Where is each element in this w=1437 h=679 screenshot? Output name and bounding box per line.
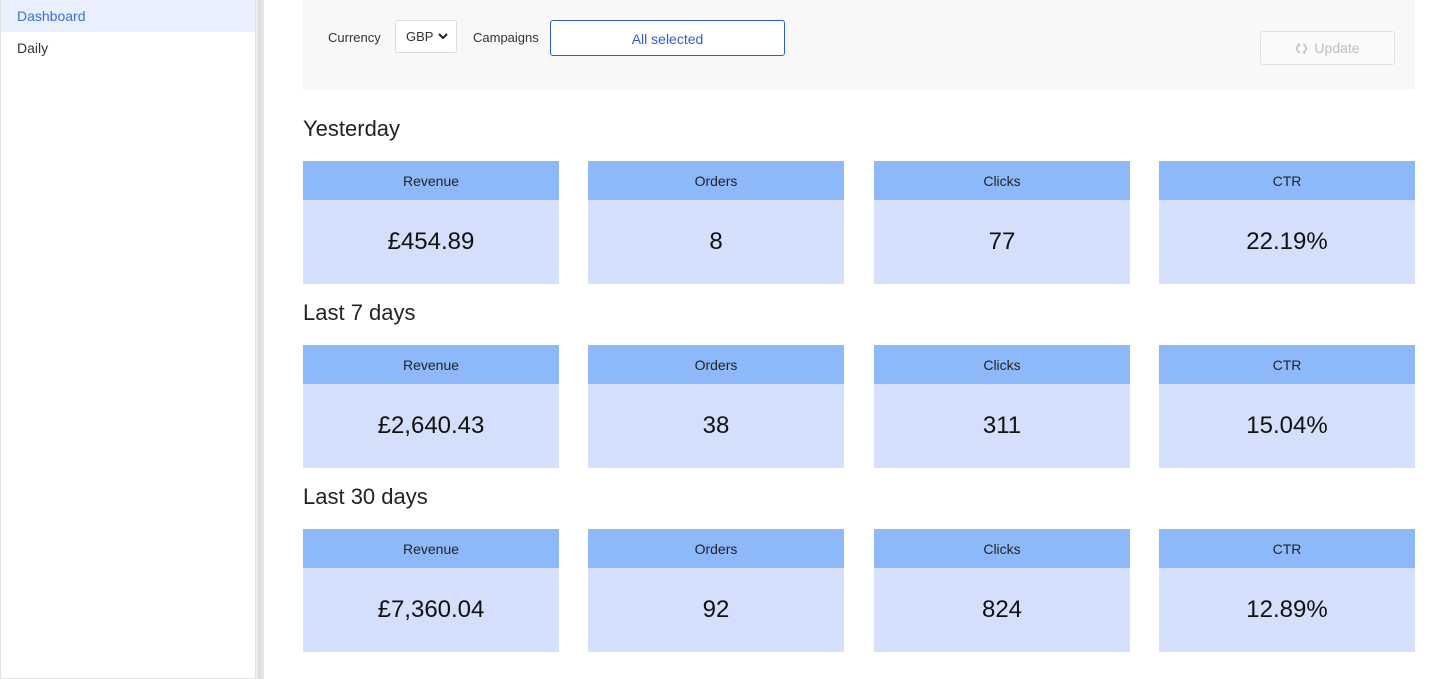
card-value: £2,640.43 bbox=[377, 412, 485, 439]
sidebar-item-dashboard[interactable]: Dashboard bbox=[1, 0, 255, 32]
metric-card-revenue: Revenue £2,640.43 bbox=[303, 345, 559, 468]
card-header: CTR bbox=[1159, 529, 1415, 568]
currency-value: GBP bbox=[406, 29, 434, 44]
filter-bar: Currency GBP Campaigns All selected Upda… bbox=[303, 0, 1415, 90]
sidebar-item-daily[interactable]: Daily bbox=[17, 40, 49, 56]
refresh-icon bbox=[1296, 42, 1308, 54]
card-value: 8 bbox=[709, 228, 723, 255]
chevron-down-icon bbox=[438, 33, 448, 40]
metric-card-orders: Orders 8 bbox=[588, 161, 844, 284]
card-header: Clicks bbox=[874, 161, 1130, 200]
card-value: 22.19% bbox=[1246, 228, 1328, 255]
card-header: Revenue bbox=[303, 161, 559, 200]
metric-card-revenue: Revenue £454.89 bbox=[303, 161, 559, 284]
card-header: Orders bbox=[588, 161, 844, 200]
metric-card-revenue: Revenue £7,360.04 bbox=[303, 529, 559, 652]
main-content: Currency GBP Campaigns All selected Upda… bbox=[264, 0, 1437, 679]
metric-card-clicks: Clicks 824 bbox=[874, 529, 1130, 652]
section-title-last-30-days: Last 30 days bbox=[303, 484, 428, 509]
metric-card-orders: Orders 38 bbox=[588, 345, 844, 468]
card-value: 12.89% bbox=[1246, 596, 1328, 623]
card-header: Clicks bbox=[874, 529, 1130, 568]
section-title-yesterday: Yesterday bbox=[303, 116, 401, 141]
campaigns-multiselect[interactable]: All selected bbox=[550, 20, 785, 56]
card-header: Revenue bbox=[303, 529, 559, 568]
metric-card-ctr: CTR 12.89% bbox=[1159, 529, 1415, 652]
currency-select[interactable]: GBP bbox=[395, 20, 457, 53]
card-value: 15.04% bbox=[1246, 412, 1328, 439]
card-header: CTR bbox=[1159, 345, 1415, 384]
card-value: 92 bbox=[702, 596, 730, 623]
metric-card-orders: Orders 92 bbox=[588, 529, 844, 652]
campaigns-label: Campaigns bbox=[473, 30, 539, 45]
card-header: Revenue bbox=[303, 345, 559, 384]
card-value: 311 bbox=[982, 412, 1022, 439]
card-value: £454.89 bbox=[387, 228, 475, 255]
card-value: 38 bbox=[702, 412, 730, 439]
section-title-last-7-days: Last 7 days bbox=[303, 300, 416, 325]
card-header: CTR bbox=[1159, 161, 1415, 200]
metric-card-clicks: Clicks 77 bbox=[874, 161, 1130, 284]
update-button[interactable]: Update bbox=[1260, 31, 1395, 65]
metric-card-clicks: Clicks 311 bbox=[874, 345, 1130, 468]
card-value: 824 bbox=[981, 596, 1023, 623]
card-value: 77 bbox=[988, 228, 1016, 255]
sidebar-resize-handle[interactable] bbox=[256, 0, 264, 679]
update-label: Update bbox=[1314, 40, 1360, 56]
currency-label: Currency bbox=[328, 30, 381, 45]
sidebar: Dashboard Daily bbox=[0, 0, 256, 679]
card-value: £7,360.04 bbox=[377, 596, 485, 623]
metric-card-ctr: CTR 15.04% bbox=[1159, 345, 1415, 468]
card-header: Orders bbox=[588, 345, 844, 384]
card-header: Orders bbox=[588, 529, 844, 568]
card-header: Clicks bbox=[874, 345, 1130, 384]
metric-card-ctr: CTR 22.19% bbox=[1159, 161, 1415, 284]
